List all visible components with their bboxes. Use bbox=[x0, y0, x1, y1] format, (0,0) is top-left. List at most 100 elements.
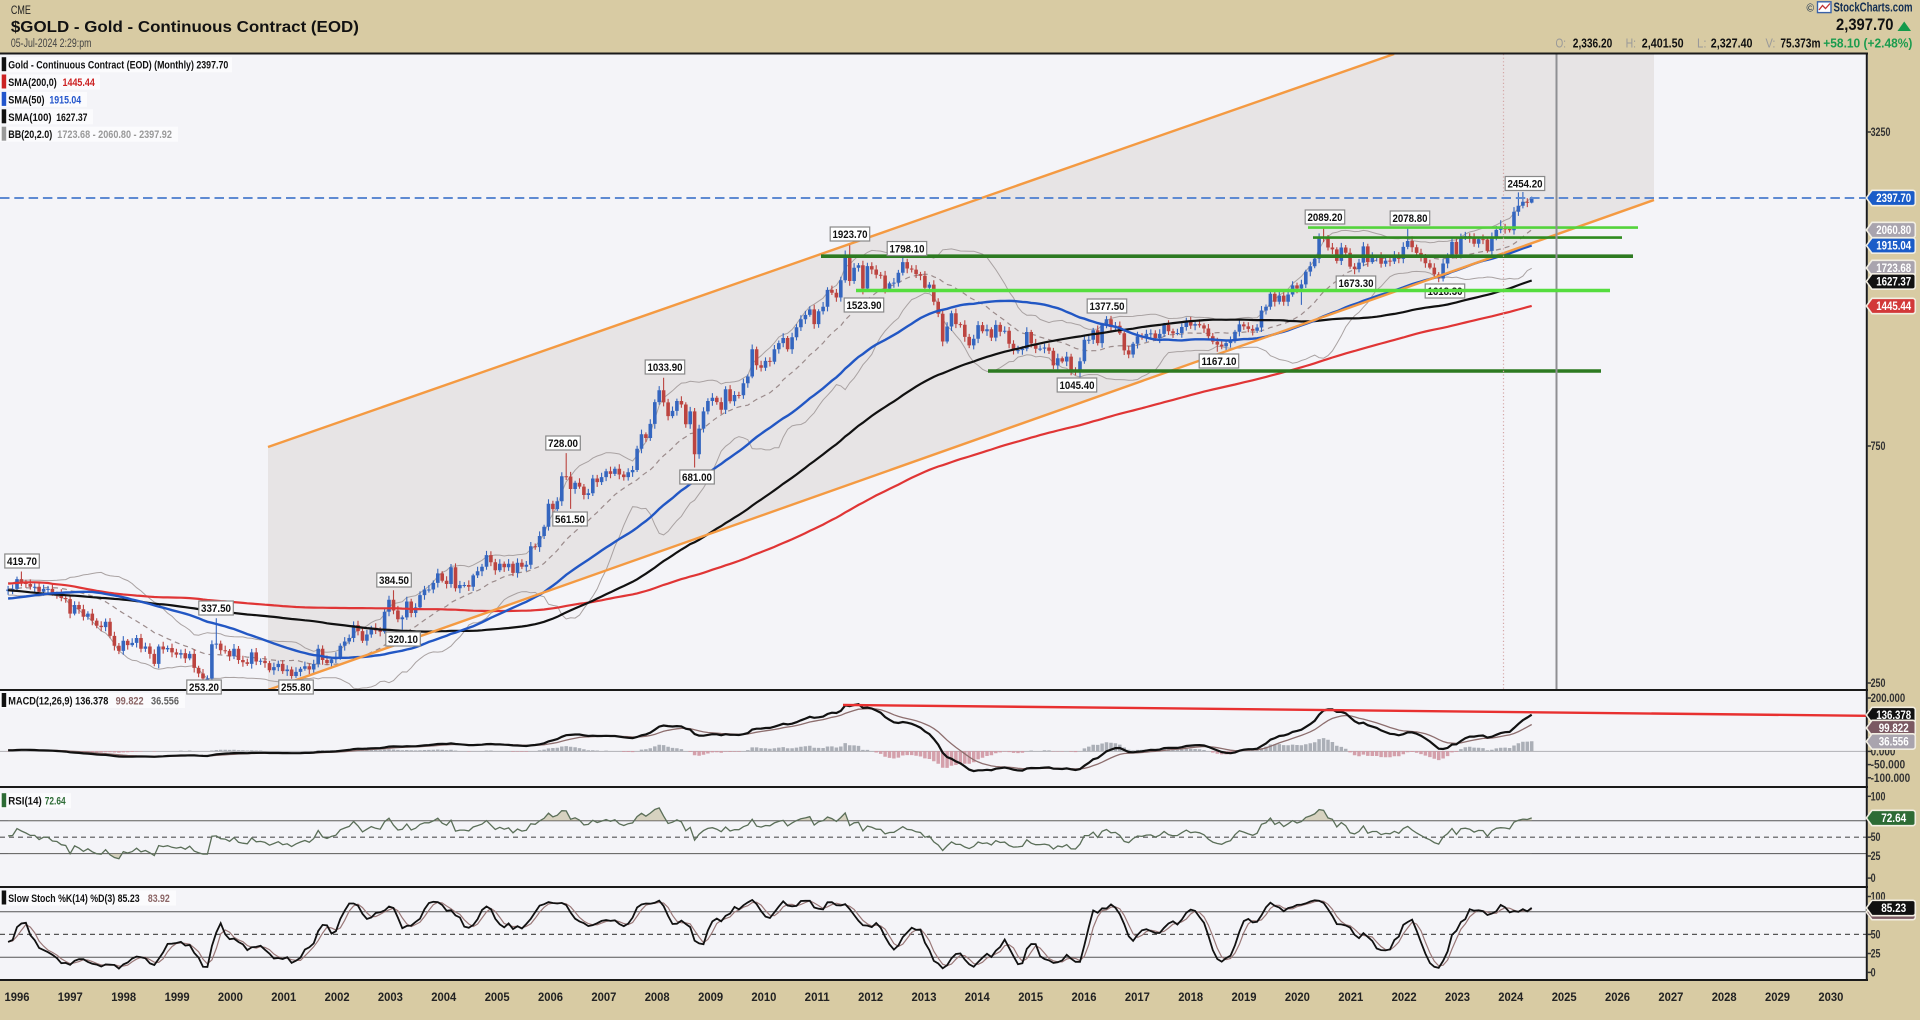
svg-text:250: 250 bbox=[1871, 678, 1886, 690]
svg-text:2015: 2015 bbox=[1018, 992, 1044, 1004]
svg-text:2005: 2005 bbox=[485, 992, 511, 1004]
svg-text:337.50: 337.50 bbox=[201, 603, 231, 615]
svg-text:1445.44: 1445.44 bbox=[63, 77, 96, 89]
svg-text:2007: 2007 bbox=[591, 992, 616, 1004]
svg-text:2006: 2006 bbox=[538, 992, 563, 1004]
svg-text:1627.37: 1627.37 bbox=[1876, 277, 1911, 289]
svg-text:2003: 2003 bbox=[378, 992, 403, 1004]
svg-text:1923.70: 1923.70 bbox=[833, 229, 868, 241]
svg-text:50: 50 bbox=[1871, 929, 1881, 941]
svg-text:05-Jul-2024 2:29:pm: 05-Jul-2024 2:29:pm bbox=[11, 38, 92, 50]
svg-text:3250: 3250 bbox=[1871, 127, 1891, 139]
svg-text:75.373m: 75.373m bbox=[1780, 36, 1820, 50]
svg-text:1996: 1996 bbox=[5, 992, 30, 1004]
svg-text:1915.04: 1915.04 bbox=[1876, 241, 1912, 253]
svg-text:2023: 2023 bbox=[1445, 992, 1470, 1004]
svg-text:2397.70: 2397.70 bbox=[1876, 193, 1911, 205]
svg-text:SMA(100): SMA(100) bbox=[8, 112, 51, 124]
svg-text:MACD(12,26,9) 136.378: MACD(12,26,9) 136.378 bbox=[8, 696, 108, 708]
svg-text:1723.68: 1723.68 bbox=[1876, 263, 1912, 275]
svg-text:320.10: 320.10 bbox=[388, 634, 418, 646]
svg-text:36.556: 36.556 bbox=[1879, 737, 1909, 749]
svg-text:-100.000: -100.000 bbox=[1871, 773, 1911, 785]
svg-text:2018: 2018 bbox=[1178, 992, 1204, 1004]
svg-text:1997: 1997 bbox=[58, 992, 83, 1004]
svg-text:681.00: 681.00 bbox=[682, 472, 712, 484]
svg-text:2025: 2025 bbox=[1552, 992, 1578, 1004]
svg-text:2060.80: 2060.80 bbox=[1876, 225, 1911, 237]
svg-text:72.64: 72.64 bbox=[1881, 813, 1907, 825]
svg-text:2454.20: 2454.20 bbox=[1508, 179, 1543, 191]
svg-text:1999: 1999 bbox=[165, 992, 190, 1004]
svg-text:50: 50 bbox=[1871, 832, 1881, 844]
svg-text:100: 100 bbox=[1871, 791, 1886, 803]
svg-text:2002: 2002 bbox=[325, 992, 350, 1004]
svg-text:SMA(50): SMA(50) bbox=[8, 94, 44, 106]
svg-text:1723.68 - 2060.80 - 2397.92: 1723.68 - 2060.80 - 2397.92 bbox=[57, 129, 172, 141]
svg-text:1627.37: 1627.37 bbox=[56, 112, 87, 124]
svg-text:2029: 2029 bbox=[1765, 992, 1790, 1004]
svg-text:2,401.50: 2,401.50 bbox=[1642, 36, 1684, 50]
svg-text:1045.40: 1045.40 bbox=[1060, 380, 1095, 392]
svg-text:72.64: 72.64 bbox=[45, 796, 66, 808]
svg-text:H:: H: bbox=[1626, 36, 1637, 50]
svg-text:2012: 2012 bbox=[858, 992, 883, 1004]
svg-text:2013: 2013 bbox=[912, 992, 937, 1004]
svg-text:2078.80: 2078.80 bbox=[1393, 213, 1428, 225]
svg-text:2024: 2024 bbox=[1498, 992, 1524, 1004]
svg-text:2,397.70: 2,397.70 bbox=[1836, 16, 1894, 34]
svg-text:1998: 1998 bbox=[111, 992, 137, 1004]
svg-text:CME: CME bbox=[11, 3, 31, 17]
svg-text:99.822: 99.822 bbox=[116, 696, 144, 708]
svg-text:2,336.20: 2,336.20 bbox=[1573, 36, 1613, 50]
svg-text:1167.10: 1167.10 bbox=[1202, 356, 1237, 368]
svg-text:255.80: 255.80 bbox=[281, 682, 311, 694]
svg-text:2022: 2022 bbox=[1392, 992, 1417, 1004]
svg-text:728.00: 728.00 bbox=[548, 438, 578, 450]
svg-text:0: 0 bbox=[1871, 873, 1876, 885]
svg-text:1798.10: 1798.10 bbox=[890, 244, 925, 256]
svg-text:136.378: 136.378 bbox=[1876, 710, 1912, 722]
svg-text:2030: 2030 bbox=[1818, 992, 1843, 1004]
svg-text:RSI(14): RSI(14) bbox=[8, 796, 42, 808]
svg-text:2020: 2020 bbox=[1285, 992, 1310, 1004]
svg-text:Gold - Continuous Contract (EO: Gold - Continuous Contract (EOD) (Monthl… bbox=[8, 60, 228, 72]
svg-text:253.20: 253.20 bbox=[189, 682, 219, 694]
svg-text:85.23: 85.23 bbox=[1881, 903, 1906, 915]
svg-text:2089.20: 2089.20 bbox=[1308, 212, 1343, 224]
svg-text:2017: 2017 bbox=[1125, 992, 1150, 1004]
svg-text:2027: 2027 bbox=[1658, 992, 1683, 1004]
svg-text:O:: O: bbox=[1556, 36, 1567, 50]
svg-text:StockCharts.com: StockCharts.com bbox=[1834, 1, 1913, 15]
svg-text:200.000: 200.000 bbox=[1871, 693, 1906, 705]
svg-text:©: © bbox=[1807, 3, 1815, 15]
svg-text:2004: 2004 bbox=[431, 992, 457, 1004]
svg-text:2000: 2000 bbox=[218, 992, 243, 1004]
svg-text:1673.30: 1673.30 bbox=[1339, 278, 1374, 290]
svg-text:SMA(200,0): SMA(200,0) bbox=[8, 77, 57, 89]
svg-text:Slow Stoch %K(14) %D(3) 85.23: Slow Stoch %K(14) %D(3) 85.23 bbox=[8, 893, 139, 905]
svg-text:1523.90: 1523.90 bbox=[847, 300, 882, 312]
svg-text:2010: 2010 bbox=[751, 992, 776, 1004]
svg-text:1377.50: 1377.50 bbox=[1090, 301, 1125, 313]
svg-text:2011: 2011 bbox=[805, 992, 831, 1004]
svg-text:1915.04: 1915.04 bbox=[49, 94, 82, 106]
svg-text:2028: 2028 bbox=[1712, 992, 1738, 1004]
svg-text:25: 25 bbox=[1871, 851, 1881, 863]
svg-text:2019: 2019 bbox=[1232, 992, 1257, 1004]
svg-text:+58.10 (+2.48%): +58.10 (+2.48%) bbox=[1823, 36, 1912, 50]
svg-text:L:: L: bbox=[1697, 36, 1707, 50]
svg-text:419.70: 419.70 bbox=[7, 556, 37, 568]
svg-text:1033.90: 1033.90 bbox=[648, 362, 683, 374]
svg-text:BB(20,2.0): BB(20,2.0) bbox=[8, 129, 52, 141]
svg-text:$GOLD - Gold - Continuous Cont: $GOLD - Gold - Continuous Contract (EOD) bbox=[11, 19, 359, 36]
svg-text:384.50: 384.50 bbox=[379, 575, 409, 587]
svg-text:36.556: 36.556 bbox=[151, 696, 179, 708]
svg-text:83.92: 83.92 bbox=[148, 893, 170, 905]
svg-text:2001: 2001 bbox=[271, 992, 297, 1004]
svg-text:2009: 2009 bbox=[698, 992, 723, 1004]
svg-text:1445.44: 1445.44 bbox=[1876, 301, 1912, 313]
svg-text:2014: 2014 bbox=[965, 992, 991, 1004]
svg-text:V:: V: bbox=[1766, 36, 1776, 50]
svg-text:2021: 2021 bbox=[1338, 992, 1364, 1004]
